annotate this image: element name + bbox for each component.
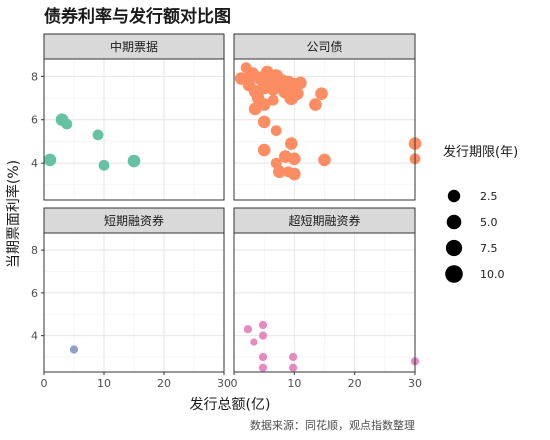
x-axis-title: 发行总额(亿) <box>190 397 271 413</box>
facet-3: 短期融资券 <box>43 207 225 373</box>
data-point <box>288 152 301 166</box>
x-tick-label: 0 <box>231 377 238 390</box>
legend-key <box>445 265 463 283</box>
legend-key <box>445 239 463 257</box>
legend-label: 2.5 <box>480 190 498 203</box>
x-tick-label: 20 <box>157 377 171 390</box>
facet-strip <box>233 207 416 234</box>
data-point <box>294 76 307 90</box>
panel-border <box>43 58 225 201</box>
y-tick-label: 6 <box>31 287 38 300</box>
y-tick-label: 4 <box>31 157 38 170</box>
facet-strip <box>43 33 225 60</box>
legend-label: 10.0 <box>480 268 505 281</box>
data-point <box>318 153 331 167</box>
facet-label: 公司债 <box>306 40 342 54</box>
legend-key <box>446 214 462 230</box>
x-tick-label: 10 <box>97 377 111 390</box>
facet-strip <box>43 207 225 234</box>
facet-label: 中期票据 <box>110 39 158 54</box>
data-point <box>127 154 141 168</box>
legend: 发行期限(年) 2.5 5.0 7.5 10.0 <box>443 144 518 283</box>
data-point <box>270 125 282 136</box>
data-point <box>243 325 252 334</box>
data-point <box>258 363 268 372</box>
facet-4: 超短期融资券 <box>233 207 420 373</box>
facet-label: 短期融资券 <box>104 213 164 228</box>
data-point <box>291 87 304 100</box>
data-point <box>61 118 73 130</box>
facet-label: 超短期融资券 <box>288 213 360 228</box>
data-point <box>257 143 271 157</box>
y-axis-ticks: 4 6 8 4 6 8 <box>31 70 44 343</box>
data-point <box>258 320 268 330</box>
data-point <box>258 331 268 340</box>
facet-strip <box>233 33 416 60</box>
x-tick-label: 10 <box>287 377 301 390</box>
x-tick-label: 20 <box>348 377 362 390</box>
legend-label: 7.5 <box>480 242 498 255</box>
data-point <box>288 167 301 181</box>
facet-1: 中期票据 <box>43 33 225 201</box>
y-tick-label: 6 <box>31 114 38 127</box>
legend-title: 发行期限(年) <box>443 144 518 160</box>
data-point <box>289 352 298 362</box>
data-point <box>43 153 57 167</box>
y-tick-label: 4 <box>31 330 38 343</box>
x-tick-label: 30 <box>217 377 231 390</box>
legend-key <box>447 189 461 203</box>
x-tick-label: 0 <box>41 377 48 390</box>
data-point <box>250 338 258 346</box>
x-axis-ticks: 0 10 20 30 0 10 20 30 <box>41 372 422 390</box>
data-point <box>98 159 110 171</box>
data-point <box>257 98 271 111</box>
data-point <box>257 115 271 129</box>
x-tick-label: 30 <box>408 377 422 390</box>
facet-2: 公司债 <box>233 33 422 201</box>
panel-border <box>233 58 416 201</box>
source-note: 数据来源：同花顺，观点指数整理 <box>250 418 415 432</box>
chart-title: 债券利率与发行额对比图 <box>44 6 231 27</box>
data-point <box>267 94 279 106</box>
y-tick-label: 8 <box>31 70 38 83</box>
data-point <box>258 352 268 362</box>
legend-label: 5.0 <box>480 216 498 229</box>
data-point <box>289 363 298 372</box>
panel-border <box>233 232 416 373</box>
data-point <box>69 345 79 354</box>
y-tick-label: 8 <box>31 244 38 257</box>
y-axis-title: 当期票面利率(%) <box>5 160 22 268</box>
data-point <box>92 129 104 141</box>
data-point <box>273 165 286 179</box>
panel-border <box>43 232 225 373</box>
data-point <box>315 87 328 100</box>
data-point <box>285 137 298 150</box>
data-point <box>309 98 322 111</box>
